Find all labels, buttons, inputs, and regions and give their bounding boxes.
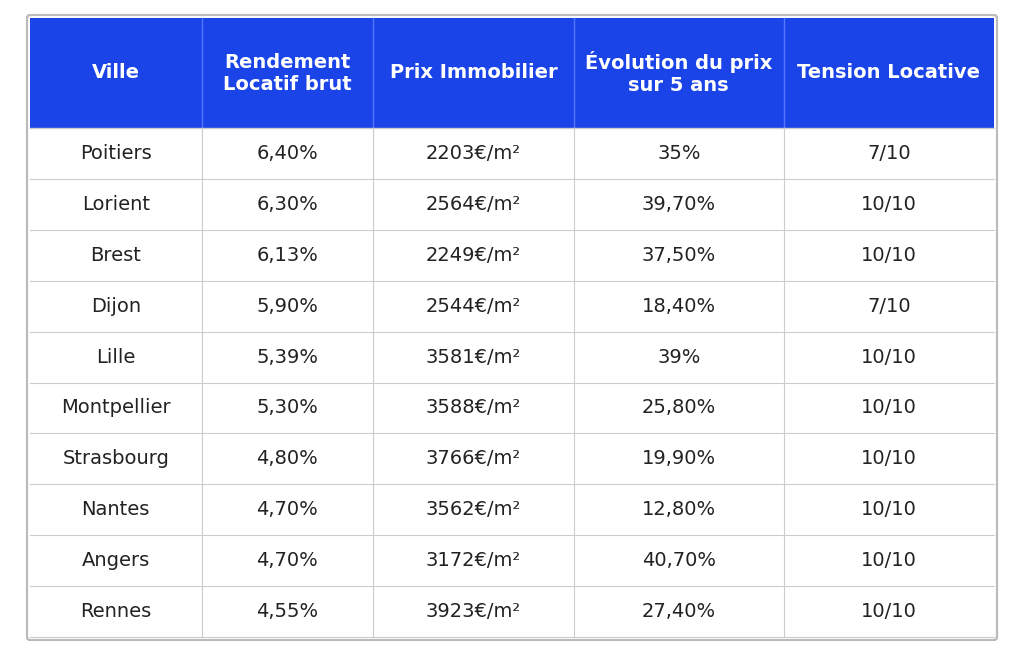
Text: Lorient: Lorient [82,195,150,214]
Text: 10/10: 10/10 [861,551,916,570]
Text: Ville: Ville [92,64,140,83]
Text: Montpellier: Montpellier [61,398,171,417]
Text: Évolution du prix
sur 5 ans: Évolution du prix sur 5 ans [585,51,772,95]
Text: 6,40%: 6,40% [257,144,318,163]
Text: 12,80%: 12,80% [642,500,716,519]
Bar [30,383,994,434]
Text: 3581€/m²: 3581€/m² [426,348,521,367]
Text: Brest: Brest [90,246,141,265]
Text: 2544€/m²: 2544€/m² [426,297,521,316]
Text: 40,70%: 40,70% [642,551,716,570]
Text: 10/10: 10/10 [861,602,916,621]
Text: 35%: 35% [657,144,700,163]
Bar [30,128,994,179]
Text: 18,40%: 18,40% [642,297,716,316]
Text: 4,55%: 4,55% [256,602,318,621]
Text: 3562€/m²: 3562€/m² [426,500,521,519]
Bar [30,179,994,230]
Text: Angers: Angers [82,551,150,570]
Text: Rendement
Locatif brut: Rendement Locatif brut [223,52,351,94]
Text: 7/10: 7/10 [867,297,910,316]
Text: 10/10: 10/10 [861,246,916,265]
Text: 5,39%: 5,39% [256,348,318,367]
Text: 2564€/m²: 2564€/m² [426,195,521,214]
Text: 39,70%: 39,70% [642,195,716,214]
Text: 10/10: 10/10 [861,398,916,417]
Text: Poitiers: Poitiers [80,144,152,163]
Text: 10/10: 10/10 [861,449,916,468]
Text: 6,30%: 6,30% [257,195,318,214]
Text: 19,90%: 19,90% [642,449,716,468]
Text: 2249€/m²: 2249€/m² [426,246,521,265]
Text: Nantes: Nantes [82,500,150,519]
Text: Tension Locative: Tension Locative [798,64,980,83]
Text: 10/10: 10/10 [861,500,916,519]
Text: 5,30%: 5,30% [256,398,318,417]
Bar [30,484,994,535]
Text: 7/10: 7/10 [867,144,910,163]
Text: 10/10: 10/10 [861,348,916,367]
Text: Dijon: Dijon [91,297,141,316]
Bar [30,331,994,383]
Text: 27,40%: 27,40% [642,602,716,621]
Bar [30,281,994,331]
Bar [30,535,994,586]
Text: 3588€/m²: 3588€/m² [426,398,521,417]
Text: 37,50%: 37,50% [642,246,716,265]
Bar [30,434,994,484]
Text: Strasbourg: Strasbourg [62,449,169,468]
Text: 25,80%: 25,80% [642,398,716,417]
Text: 5,90%: 5,90% [256,297,318,316]
Text: Rennes: Rennes [80,602,152,621]
Text: Lille: Lille [96,348,135,367]
Bar [30,586,994,637]
Text: 39%: 39% [657,348,700,367]
Text: 4,80%: 4,80% [257,449,318,468]
Text: 4,70%: 4,70% [257,500,318,519]
Text: 3172€/m²: 3172€/m² [426,551,521,570]
Bar [30,230,994,281]
Text: 10/10: 10/10 [861,195,916,214]
Text: 3923€/m²: 3923€/m² [426,602,521,621]
Text: 3766€/m²: 3766€/m² [426,449,521,468]
Text: 2203€/m²: 2203€/m² [426,144,521,163]
Text: 4,70%: 4,70% [257,551,318,570]
Bar [30,18,994,128]
Text: 6,13%: 6,13% [256,246,318,265]
Text: Prix Immobilier: Prix Immobilier [389,64,557,83]
